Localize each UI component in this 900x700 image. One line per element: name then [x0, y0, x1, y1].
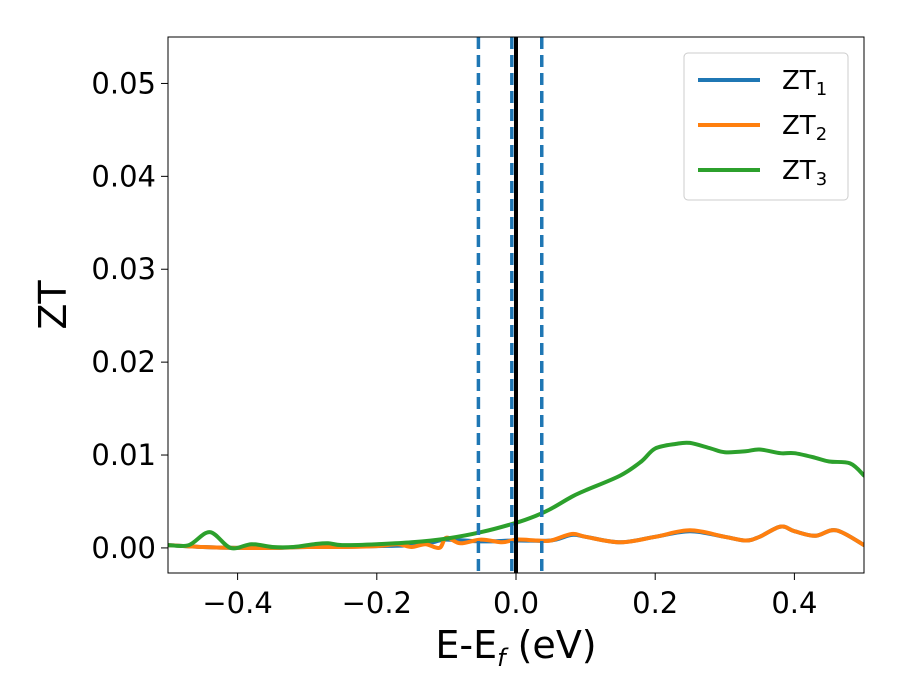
y-tick-label: 0.05	[91, 66, 156, 100]
y-axis-label: ZT	[31, 280, 75, 330]
legend: ZT1 ZT2 ZT3	[683, 52, 849, 201]
legend-frame	[683, 52, 849, 201]
y-tick-label: 0.02	[91, 345, 156, 379]
x-axis-label: E-Ef (eV)	[435, 623, 596, 672]
x-tick-label: 0.4	[771, 586, 817, 620]
y-tick-label: 0.00	[91, 531, 156, 565]
x-tick-label: 0.0	[493, 586, 539, 620]
y-tick-label: 0.03	[91, 252, 156, 286]
legend-label-zt3: ZT3	[782, 156, 827, 190]
x-tick-label: −0.2	[342, 586, 412, 620]
x-tick-label: 0.2	[632, 586, 678, 620]
series-line-zt3	[168, 440, 864, 551]
legend-label-zt1: ZT1	[782, 66, 827, 100]
x-tick-label: −0.4	[202, 586, 272, 620]
y-tick-label: 0.04	[91, 159, 156, 193]
legend-label-zt2: ZT2	[782, 111, 827, 145]
y-tick-label: 0.01	[91, 438, 156, 472]
reference-lines	[476, 37, 544, 573]
x-axis-ticks: −0.4 −0.2 0.0 0.2 0.4	[202, 573, 817, 620]
y-axis-ticks: 0.00 0.01 0.02 0.03 0.04 0.05	[91, 66, 168, 565]
